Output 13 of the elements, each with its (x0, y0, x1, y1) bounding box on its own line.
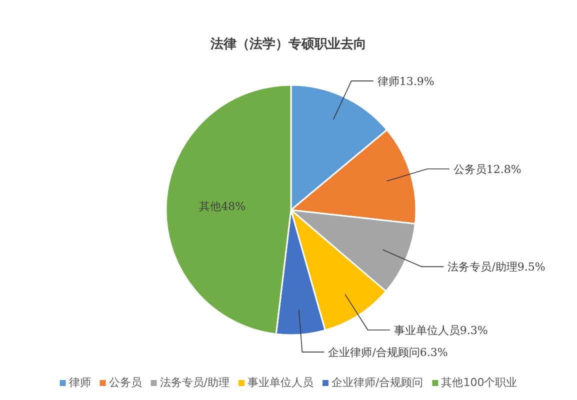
data-label: 事业单位人员9.3% (394, 324, 488, 337)
data-label: 法务专员/助理9.5% (448, 260, 546, 274)
legend-label: 其他100个职业 (441, 376, 518, 389)
chart-title: 法律（法学）专硕职业去向 (210, 36, 366, 52)
data-label: 其他48% (199, 200, 246, 213)
legend-label: 公务员 (108, 376, 142, 389)
legend-label: 事业单位人员 (248, 376, 314, 389)
data-label: 公务员12.8% (453, 162, 522, 176)
legend-label: 律师 (68, 376, 91, 389)
legend-label: 企业律师/合规顾问 (332, 376, 424, 389)
data-label: 企业律师/合规顾问6.3% (328, 346, 448, 360)
data-label: 律师13.9% (377, 74, 434, 88)
legend-label: 法务专员/助理 (160, 376, 230, 389)
